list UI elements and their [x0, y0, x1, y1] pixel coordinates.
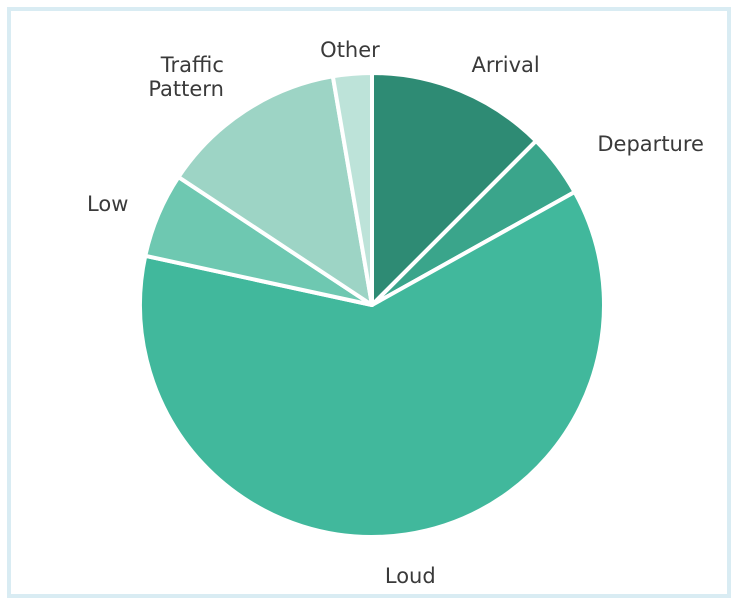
pie-label-departure: Departure: [597, 132, 704, 156]
pie-slices: [140, 73, 604, 537]
pie-label-loud: Loud: [385, 564, 436, 588]
pie-label-traffic-pattern: Traffic Pattern: [148, 53, 224, 101]
pie-label-low: Low: [87, 192, 128, 216]
pie-label-other: Other: [320, 38, 380, 62]
pie-label-arrival: Arrival: [472, 53, 540, 77]
